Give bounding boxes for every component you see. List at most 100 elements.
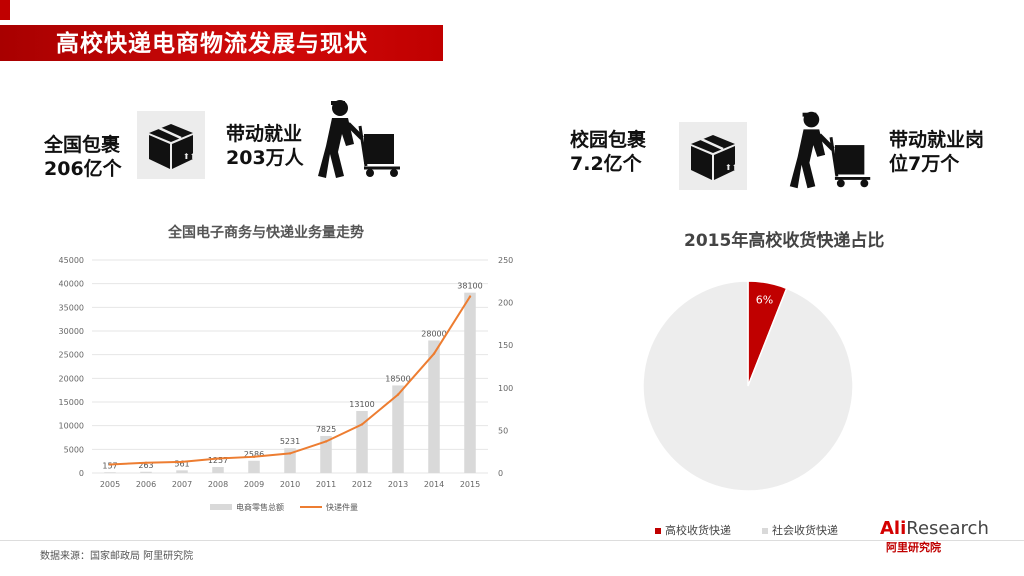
bar-data-label: 157 (102, 461, 117, 470)
x-tick-label: 2005 (100, 480, 120, 489)
line-point (360, 423, 364, 426)
parcel-box-icon: ⬆⬆ (137, 111, 205, 179)
bar-data-label: 1257 (208, 456, 228, 465)
combo-chart-title: 全国电子商务与快递业务量走势 (168, 225, 364, 241)
bar-data-label: 2586 (244, 450, 264, 459)
bar (464, 292, 476, 473)
svg-text:⬆⬆: ⬆⬆ (725, 163, 738, 172)
pie-legend-school: 高校收货快递 (655, 522, 731, 538)
left-tick-label: 25000 (59, 351, 84, 360)
page-title: 高校快递电商物流发展与现状 (56, 31, 368, 57)
pie-legend-society: 社会收货快递 (762, 522, 838, 538)
bar-data-label: 38100 (457, 282, 482, 291)
campus-parcel-box-icon: ⬆⬆ (679, 122, 747, 190)
bar (428, 340, 440, 473)
line-point (432, 352, 436, 355)
national-jobs-stat: 带动就业 203万人 (226, 122, 304, 170)
legend-bar-swatch (210, 504, 232, 510)
national-parcels-stat: 全国包裹 206亿个 (44, 133, 122, 181)
bar-data-label: 28000 (421, 329, 446, 338)
campus-jobs-value: 位7万个 (889, 153, 960, 175)
campus-jobs-stat: 带动就业岗 位7万个 (889, 128, 984, 176)
right-tick-label: 50 (498, 426, 508, 435)
logo-research: Research (906, 518, 989, 539)
x-tick-label: 2009 (244, 480, 264, 489)
legend-line-label: 快递件量 (326, 502, 358, 512)
right-tick-label: 100 (498, 384, 513, 393)
left-tick-label: 45000 (59, 256, 84, 265)
x-tick-label: 2007 (172, 480, 192, 489)
line-point (108, 463, 112, 466)
left-tick-label: 5000 (64, 445, 84, 454)
line-point (288, 452, 292, 455)
data-source: 数据来源：国家邮政局 阿里研究院 (40, 551, 194, 562)
line-point (252, 455, 256, 459)
left-tick-label: 10000 (59, 422, 84, 431)
bar-data-label: 561 (174, 459, 189, 468)
pie-slice (642, 280, 854, 492)
national-parcels-value: 206亿个 (44, 158, 122, 180)
pie-chart-title: 2015年高校收货快递占比 (684, 231, 885, 251)
pie-legend-society-swatch (762, 528, 768, 534)
x-tick-label: 2006 (136, 480, 156, 489)
x-tick-label: 2014 (424, 480, 444, 489)
national-jobs-value: 203万人 (226, 147, 304, 169)
left-tick-label: 0 (79, 469, 84, 478)
bar (176, 470, 188, 473)
left-tick-label: 40000 (59, 280, 84, 289)
bar (212, 467, 224, 473)
x-tick-label: 2010 (280, 480, 300, 489)
campus-parcels-label: 校园包裹 (570, 129, 647, 151)
right-tick-label: 200 (498, 299, 513, 308)
logo-ali: Ali (880, 518, 907, 539)
line-point (144, 461, 148, 464)
aliresearch-logo: AliResearch (880, 519, 989, 539)
svg-text:⬆⬆: ⬆⬆ (183, 152, 196, 161)
line-point (216, 457, 220, 460)
delivery-worker-icon (308, 96, 412, 180)
bar (284, 448, 296, 473)
x-tick-label: 2012 (352, 480, 372, 489)
line-point (324, 440, 328, 443)
x-tick-label: 2015 (460, 480, 480, 489)
bar-data-label: 7825 (316, 425, 336, 434)
bar-data-label: 5231 (280, 437, 300, 446)
pie-legend-society-label: 社会收货快递 (772, 524, 838, 537)
national-parcels-label: 全国包裹 (44, 134, 121, 156)
line-point (396, 393, 400, 396)
bar (104, 472, 116, 473)
national-jobs-label: 带动就业 (226, 123, 303, 145)
right-tick-label: 0 (498, 469, 503, 478)
pie-legend-school-label: 高校收货快递 (665, 524, 731, 537)
x-tick-label: 2008 (208, 480, 228, 489)
bar (320, 435, 332, 473)
x-tick-label: 2013 (388, 480, 408, 489)
right-tick-label: 150 (498, 341, 513, 350)
footer-divider (0, 540, 1024, 541)
title-banner (0, 25, 443, 61)
right-tick-label: 250 (498, 256, 513, 265)
bar (392, 385, 404, 473)
pie-legend-school-swatch (655, 528, 661, 534)
line-point (180, 460, 184, 464)
bar (248, 460, 260, 473)
campus-delivery-worker-icon (780, 106, 882, 192)
left-tick-label: 15000 (59, 398, 84, 407)
left-tick-label: 35000 (59, 303, 84, 312)
bar-data-label: 13100 (349, 400, 374, 409)
campus-parcels-value: 7.2亿个 (570, 153, 642, 175)
campus-jobs-label: 带动就业岗 (889, 129, 985, 151)
bar (140, 471, 152, 473)
logo-cn: 阿里研究院 (886, 541, 941, 554)
left-tick-label: 20000 (59, 374, 84, 383)
x-tick-label: 2011 (316, 480, 336, 489)
legend-bar-label: 电商零售总额 (236, 502, 284, 512)
line-point (468, 295, 472, 298)
bar (356, 410, 368, 473)
corner-accent (0, 0, 10, 20)
bar-data-label: 18500 (385, 374, 410, 383)
bar-data-label: 263 (138, 461, 153, 470)
campus-parcels-stat: 校园包裹 7.2亿个 (570, 128, 646, 176)
